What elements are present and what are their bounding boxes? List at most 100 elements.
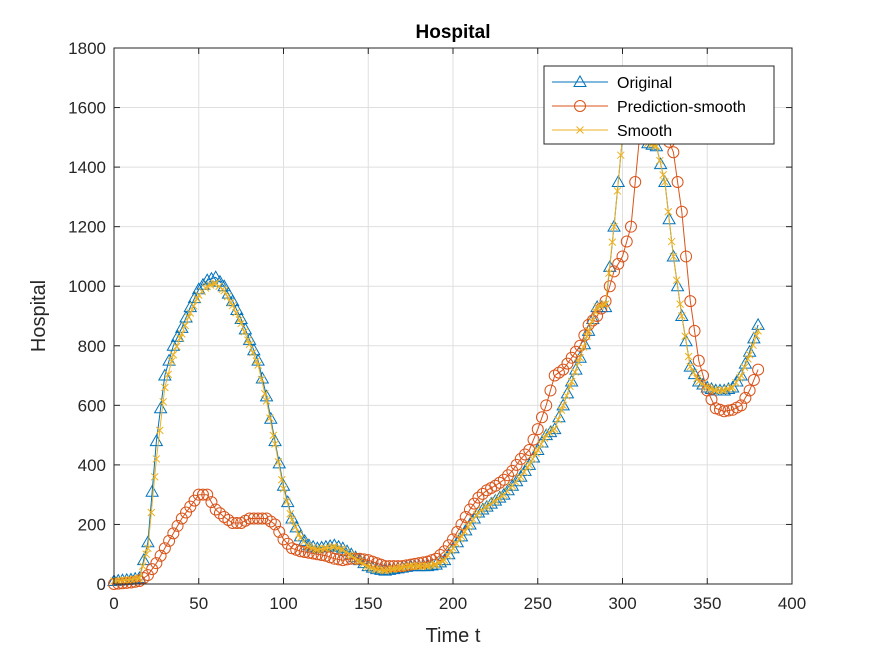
data-point [205,496,218,509]
data-point [548,369,561,382]
data-point [674,308,689,321]
data-point [666,249,681,262]
data-point [711,386,720,395]
data-point [281,537,294,550]
data-point [525,461,534,469]
data-point [519,448,532,461]
legend-label-original: Original [617,75,672,92]
data-point [669,252,678,261]
data-point [204,271,219,284]
data-point [280,495,295,508]
data-point [298,545,311,558]
data-point [513,469,528,482]
x-tick-label: 50 [189,594,208,613]
data-point [579,343,588,351]
data-point [175,512,188,525]
data-point [732,378,740,387]
data-point [754,327,762,335]
data-point [142,550,151,559]
y-tick-label: 600 [78,396,106,415]
data-point [349,552,362,565]
x-tick-label: 0 [109,594,118,613]
data-point [347,551,356,560]
data-point [745,350,754,359]
data-point [245,340,254,349]
data-point [728,383,737,392]
x-tick-label: 300 [608,594,636,613]
data-point [120,576,129,584]
data-point [697,369,710,382]
data-point [620,235,633,248]
data-point [184,500,197,513]
data-point [743,384,756,397]
y-tick-label: 1200 [68,218,106,237]
data-point [584,327,593,335]
x-tick-label: 200 [439,594,467,613]
data-point [591,307,600,316]
data-point [430,561,439,569]
data-point [452,539,461,548]
data-point [744,355,752,363]
data-point [662,212,676,225]
data-point [186,309,195,317]
data-point [489,479,502,492]
legend-marker [574,100,586,112]
data-point [616,151,625,160]
data-point [545,428,554,437]
data-point [279,484,288,493]
data-point [552,410,566,423]
data-point [569,362,583,375]
data-point [311,548,324,561]
legend-label-prediction-smooth: Prediction-smooth [617,99,746,116]
data-point [510,458,523,471]
data-point [336,554,349,567]
data-point [493,476,506,489]
data-point [415,562,423,570]
data-point [542,431,551,439]
legend-sample-smooth [552,126,608,134]
data-point [277,533,290,546]
data-point [506,464,519,477]
data-point [740,363,749,372]
data-point [585,311,600,324]
data-point [607,219,621,232]
data-point [556,398,571,411]
data-point [341,553,354,566]
data-point [681,332,690,341]
data-point [531,423,544,436]
data-point [150,557,163,570]
data-point [574,358,583,367]
data-point [201,488,214,501]
data-point [528,455,537,463]
data-point [694,377,703,386]
data-point [474,508,483,517]
data-point [737,371,746,380]
data-point [661,178,669,186]
data-point [332,553,345,566]
data-point [188,494,201,507]
data-point [566,382,574,391]
data-point [457,532,466,541]
data-point [176,334,184,342]
data-point [629,176,642,188]
data-point [601,300,610,308]
data-point [571,368,579,376]
data-point [252,357,261,365]
data-point [540,399,553,412]
data-point [751,317,765,330]
data-point [274,458,283,466]
data-point [559,401,568,410]
data-point [220,286,229,295]
data-point [533,446,542,454]
data-point [658,174,672,187]
data-point [752,331,761,340]
data-point [527,433,540,446]
data-point [406,562,415,570]
y-tick-label: 0 [97,575,106,594]
data-point [544,384,557,397]
data-point [562,391,571,400]
data-point [679,334,693,347]
x-tick-label: 350 [693,594,721,613]
data-point [372,565,381,574]
data-point [257,375,266,384]
